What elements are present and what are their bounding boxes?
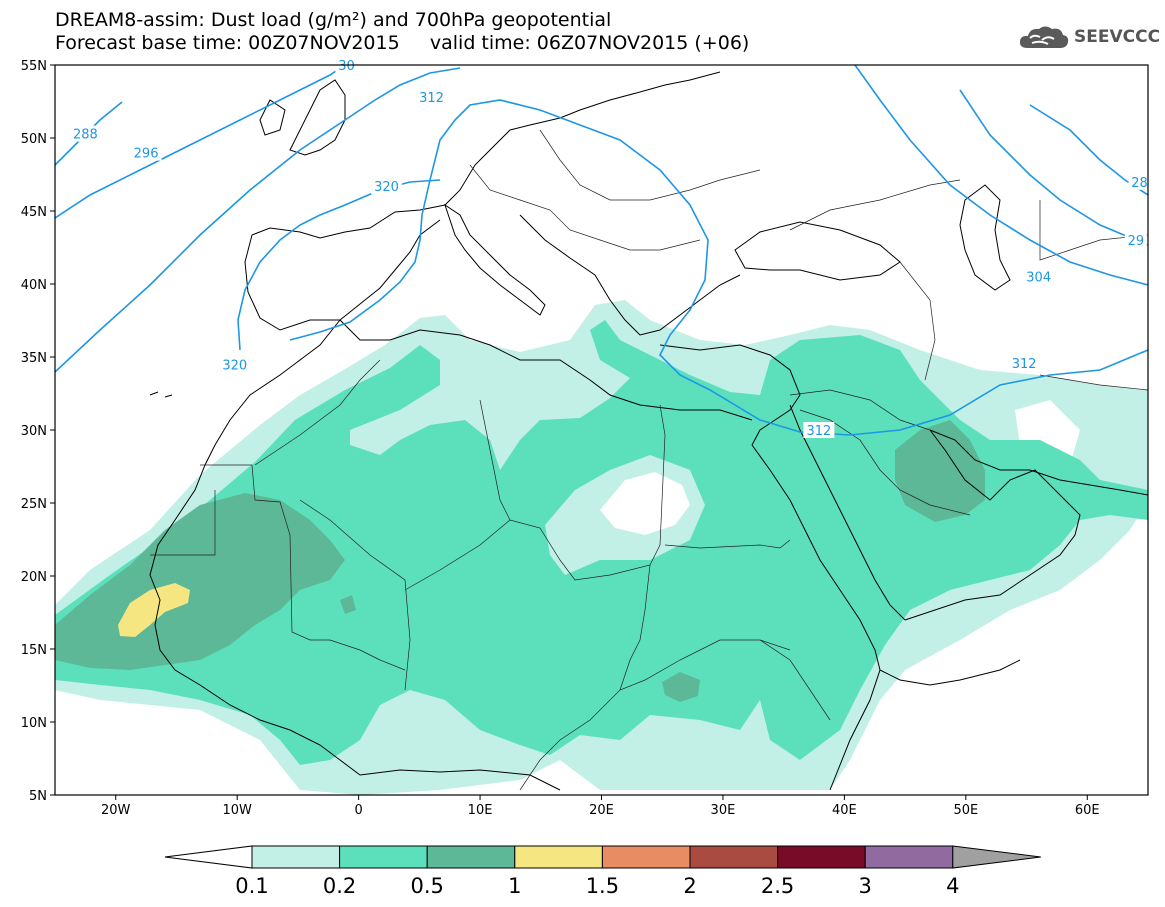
lat-label: 20N [21, 570, 47, 585]
contour-label: 28 [1131, 176, 1148, 191]
geopotential-contours [55, 65, 1148, 436]
contour-label: 312 [806, 424, 831, 439]
lon-label: 50E [953, 803, 978, 818]
lon-label: 40E [832, 803, 857, 818]
contour-label: 312 [1012, 357, 1037, 372]
cloud-icon [1019, 26, 1069, 48]
lon-label: 20W [101, 803, 131, 818]
colorbar-label: 2.5 [761, 874, 794, 898]
contour-label: 320 [222, 358, 247, 373]
seevccc-logo: SEEVCCC [1018, 24, 1160, 50]
lon-label: 10W [222, 803, 252, 818]
lat-label: 50N [21, 132, 47, 147]
colorbar-label: 0.1 [235, 874, 268, 898]
colorbar-box [339, 845, 428, 869]
lat-label: 40N [21, 278, 47, 293]
contour-label-bg [415, 89, 447, 106]
colorbar-label: 0.5 [410, 874, 443, 898]
contour-label-bg [803, 422, 835, 438]
colorbar-label: 3 [859, 874, 872, 898]
forecast-times: Forecast base time: 00Z07NOV2015 valid t… [55, 32, 750, 54]
lat-label: 15N [21, 643, 47, 658]
colorbar-label: 1 [508, 874, 521, 898]
contour-label-bg [371, 178, 403, 195]
lon-label: 10E [468, 803, 493, 818]
longitude-axis: 20W 10W 0 10E 20E 30E 40E 50E 60E [101, 795, 1100, 818]
colorbar-label: 1.5 [586, 874, 619, 898]
colorbar-box [251, 845, 341, 869]
colorbar-box [601, 845, 691, 869]
lat-label: 55N [21, 59, 47, 74]
colorbar-box [777, 845, 866, 869]
contour-label-bg [1023, 268, 1055, 285]
lon-label: 30E [711, 803, 736, 818]
contour-label-bg [130, 144, 162, 161]
contour-label-bg [69, 125, 101, 142]
dust-band-0.5-small [340, 595, 356, 614]
contour-label: 296 [134, 147, 159, 162]
contour-label-bg [1128, 173, 1151, 190]
contour-label: 29 [1128, 234, 1145, 249]
contour-label: 304 [1026, 271, 1051, 286]
colorbar-box [426, 845, 516, 869]
dust-band-0.5-gulf [895, 420, 985, 522]
lat-label: 45N [21, 205, 47, 220]
contour-label: 30 [338, 59, 355, 74]
lat-label: 30N [21, 424, 47, 439]
dust-gap-libya-inner [600, 472, 690, 535]
colorbar-label: 2 [683, 874, 696, 898]
latitude-axis: 55N 50N 45N 40N 35N 30N 25N 20N 15N 10N 5N [21, 59, 55, 804]
contour-label: 288 [73, 128, 98, 143]
contour-label-bg [1124, 232, 1147, 249]
contour-label: 320 [374, 180, 399, 195]
colorbar: 0.1 0.2 0.5 1 1.5 2 2.5 3 4 [164, 845, 1041, 898]
dust-band-1.0 [118, 583, 190, 637]
colorbar-box [864, 845, 954, 869]
colorbar-high-arrow [952, 845, 1041, 869]
contour-label-bg [219, 356, 251, 373]
dust-band-0.5-chad [662, 672, 700, 702]
colorbar-label: 0.2 [323, 874, 356, 898]
country-borders [150, 129, 1148, 791]
colorbar-box [514, 845, 603, 869]
lat-label: 10N [21, 716, 47, 731]
lat-label: 35N [21, 351, 47, 366]
contour-label-bg [1008, 354, 1040, 371]
lon-label: 60E [1075, 803, 1100, 818]
map-title: DREAM8-assim: Dust load (g/m²) and 700hP… [55, 9, 612, 31]
colorbar-label: 4 [946, 874, 959, 898]
contour-label: 312 [419, 91, 444, 106]
lat-label: 5N [29, 789, 47, 804]
colorbar-box [689, 845, 779, 869]
lon-label: 20E [589, 803, 614, 818]
coastlines [149, 71, 1148, 791]
dust-load-field [55, 300, 1148, 795]
colorbar-low-arrow [164, 845, 253, 869]
lon-label: 0 [354, 803, 362, 818]
contour-labels: 288 296 320 312 320 30 312 312 304 29 28 [69, 57, 1151, 439]
lat-label: 25N [21, 497, 47, 512]
logo-text: SEEVCCC [1074, 27, 1161, 47]
